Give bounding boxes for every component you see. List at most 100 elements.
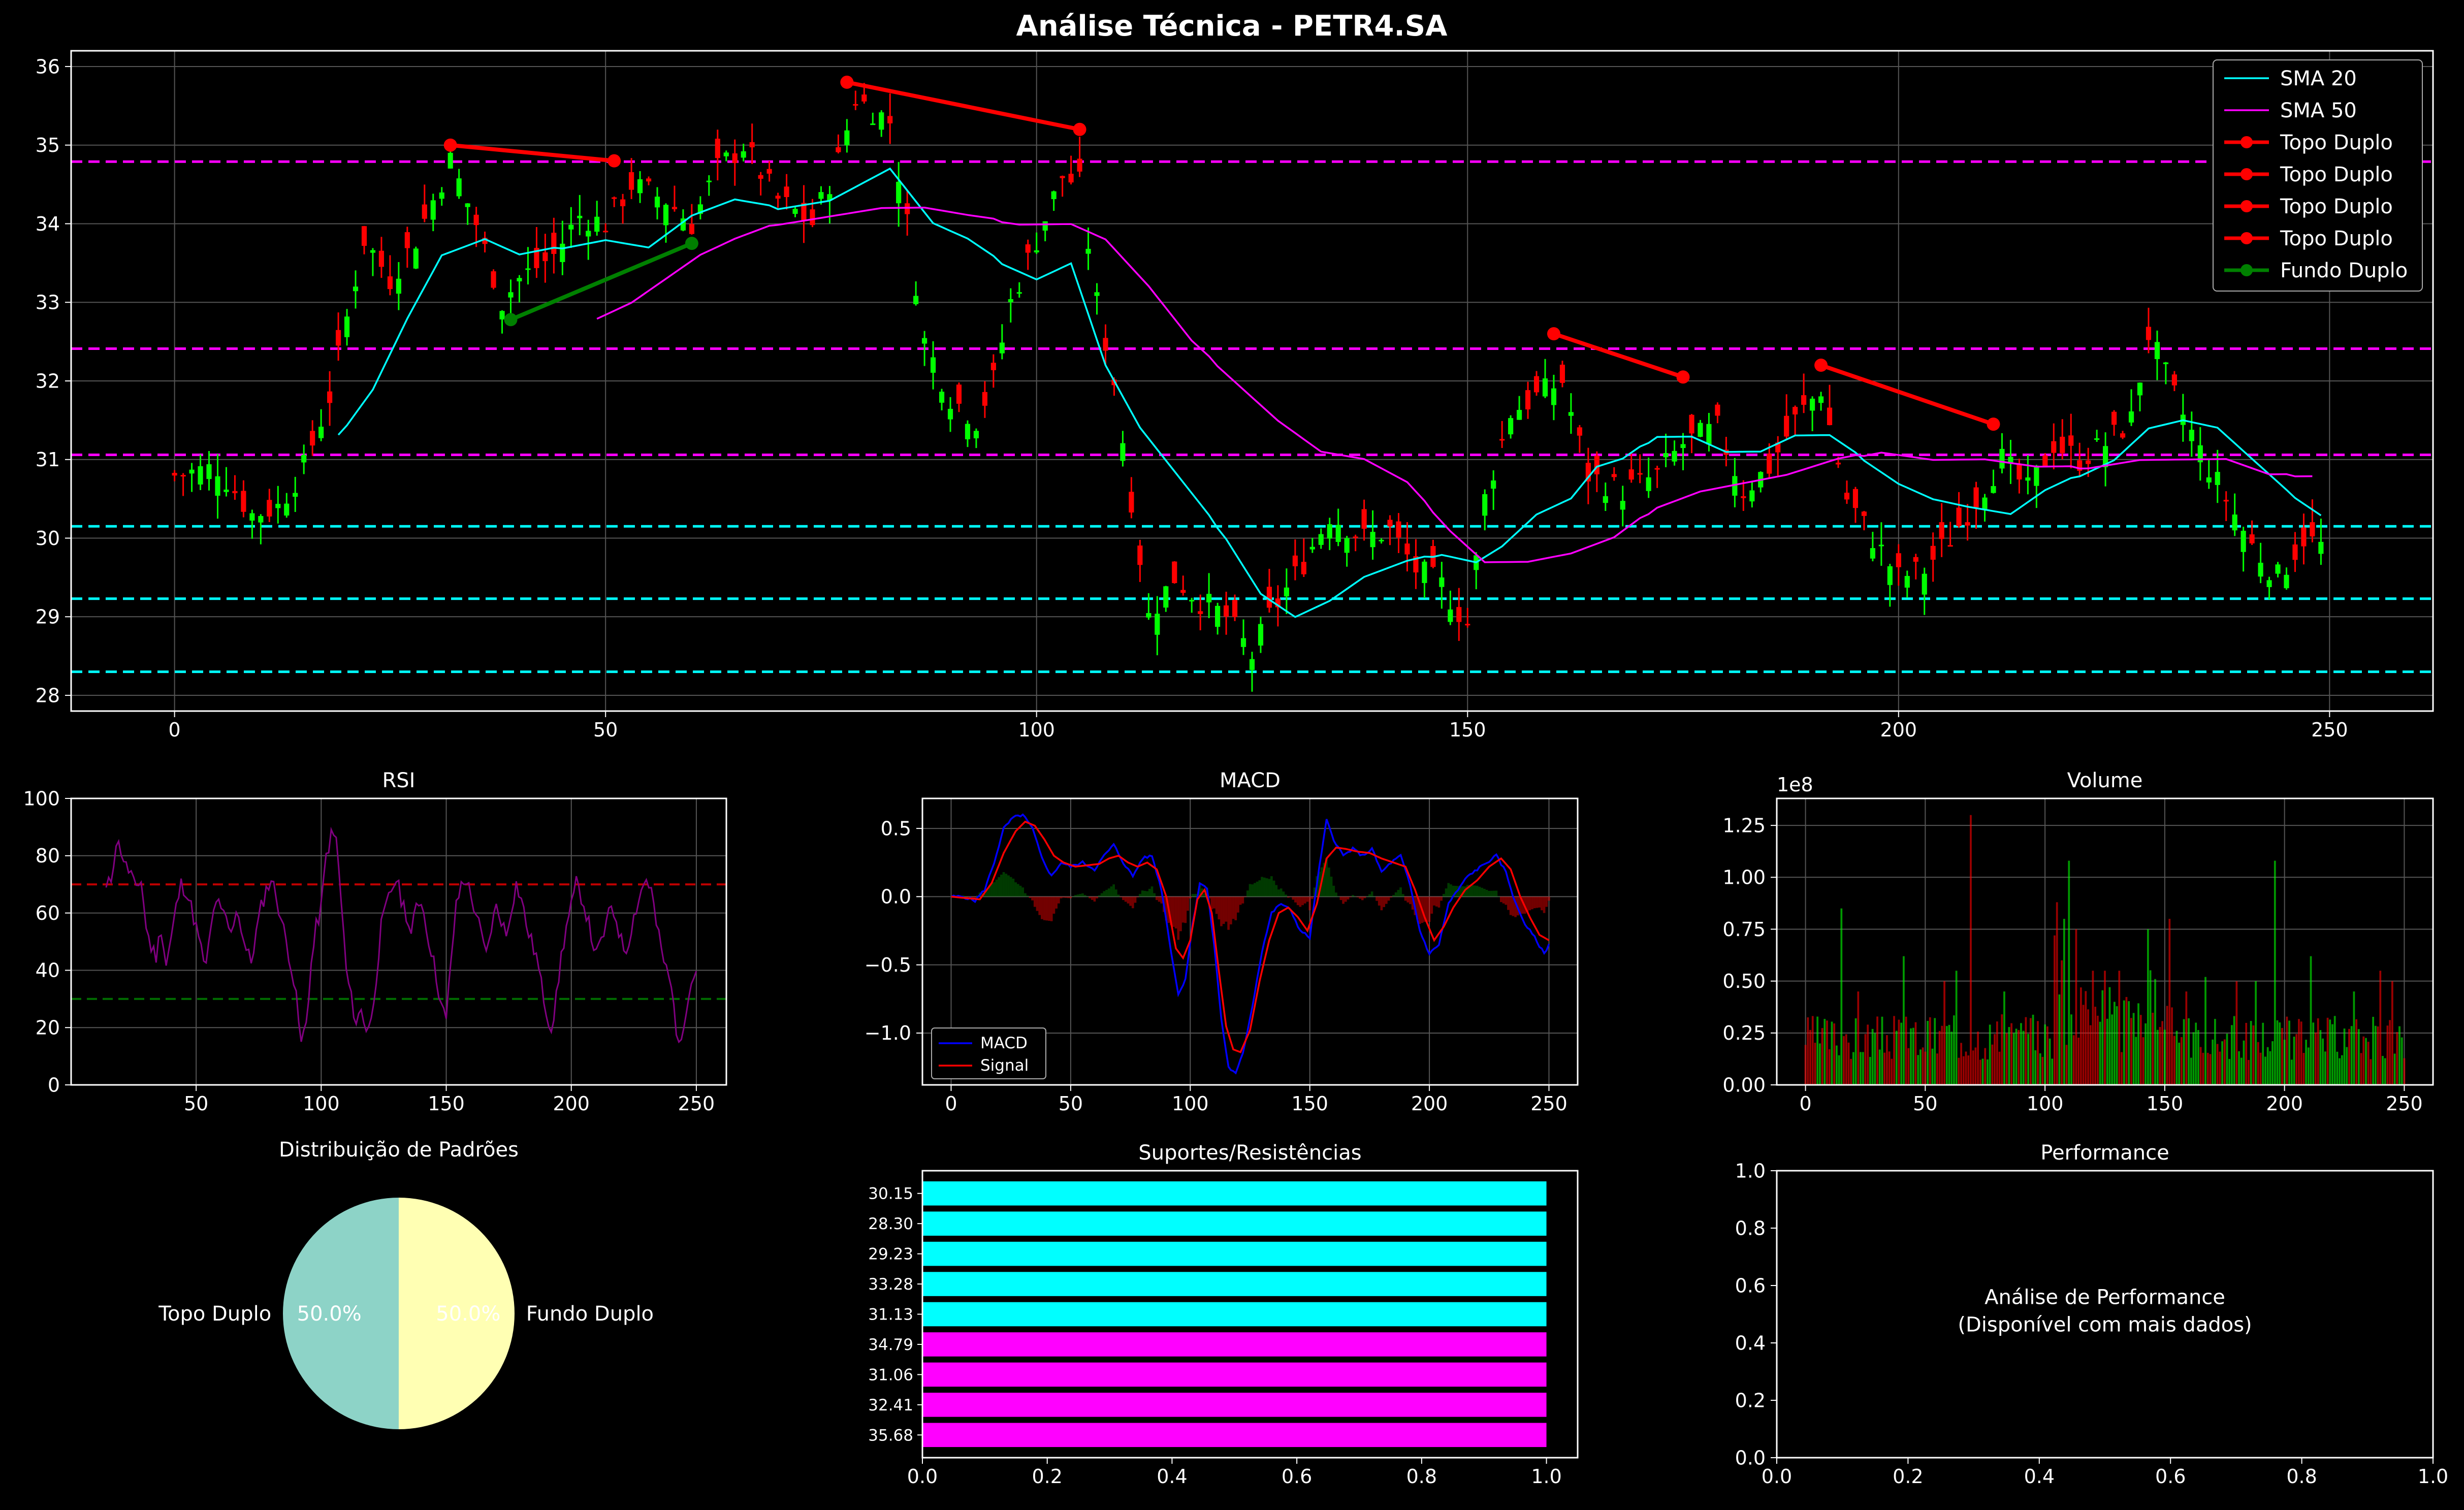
candle-body [1689, 414, 1694, 434]
macd-histogram-bar [1366, 896, 1369, 897]
volume-bar [2386, 1025, 2389, 1085]
candle-body [525, 268, 531, 270]
macd-histogram-bar [1239, 896, 1242, 905]
volume-bar [2357, 1029, 2360, 1085]
macd-histogram-bar [1241, 896, 1244, 904]
macd-histogram-bar [1096, 896, 1099, 898]
volume-bar [1821, 1028, 1823, 1085]
macd-histogram-bar [1220, 896, 1223, 926]
volume-bar [2027, 1034, 2029, 1085]
x-tick-label: 50 [1913, 1093, 1937, 1115]
macd-histogram-bar [1447, 883, 1450, 897]
volume-bar [1958, 1057, 1960, 1085]
volume-bar [2025, 1017, 2027, 1085]
candle-body [2284, 574, 2289, 589]
macd-histogram-bar [1289, 896, 1292, 897]
candle-body [370, 250, 376, 253]
macd-histogram-bar [1114, 889, 1117, 897]
x-tick-label: 200 [553, 1093, 590, 1115]
macd-histogram-bar [1468, 885, 1471, 897]
volume-bar [2329, 1019, 2331, 1085]
x-tick-label: 50 [1059, 1093, 1083, 1115]
candle-body [215, 476, 220, 496]
candle-body [732, 153, 738, 164]
volume-bar [1917, 1055, 1919, 1085]
candle-body [1042, 221, 1048, 231]
candle-body [1741, 496, 1746, 498]
macd-histogram-bar [1481, 887, 1484, 897]
volume-panel: 0 50 100 150 200 250 0.00 0.25 0.50 0.75 1.00 1.25 V… [1722, 769, 2434, 1115]
macd-histogram-bar [1502, 896, 1505, 904]
candle-body [2077, 460, 2083, 471]
volume-bar [2175, 1031, 2178, 1085]
sma50-line [596, 206, 2313, 563]
candle-body [2310, 522, 2315, 537]
macd-histogram-bar [1174, 896, 1177, 929]
sr-bar [922, 1332, 1547, 1357]
candle-body [1715, 404, 1720, 416]
candle-body [689, 224, 694, 234]
candle-body [2215, 472, 2220, 485]
macd-histogram-bar [1112, 884, 1115, 897]
candle-body [1922, 573, 1927, 595]
volume-bar [1900, 1022, 1903, 1085]
candle-body [387, 276, 393, 290]
candle-body [1732, 476, 1738, 496]
macd-histogram-bar [1083, 895, 1086, 897]
volume-bar [2171, 1007, 2173, 1085]
macd-histogram-bar [1029, 896, 1032, 898]
volume-bar [2235, 981, 2238, 1085]
candle-body [1422, 561, 1427, 583]
candle-body [861, 94, 867, 102]
x-tick-label: 250 [2311, 719, 2348, 741]
candle-body [853, 104, 858, 106]
candle-body [775, 196, 781, 199]
macd-histogram-bar [1342, 896, 1345, 904]
candle-body [2103, 446, 2108, 467]
macd-histogram-bar [1466, 885, 1469, 897]
x-tick-label: 100 [303, 1093, 340, 1115]
candle-body [1620, 501, 1625, 510]
macd-histogram-bar [1363, 896, 1366, 898]
volume-bar [2290, 1059, 2293, 1085]
candle-body [1767, 454, 1772, 474]
macd-histogram-bar [1352, 895, 1354, 897]
macd-histogram-bar [1347, 896, 1350, 900]
candle-body [1698, 423, 1703, 437]
macd-histogram-bar [1026, 895, 1029, 897]
volume-bar [2003, 991, 2005, 1085]
fundo-duplo-marker [685, 237, 698, 250]
volume-bar [2216, 1044, 2219, 1085]
macd-histogram-bar [1428, 896, 1431, 922]
volume-bar [2075, 929, 2077, 1085]
macd-histogram-bar [1313, 887, 1316, 897]
volume-bar [1979, 1059, 1981, 1085]
macd-histogram-bar [1337, 896, 1340, 897]
candle-body [1008, 299, 1013, 302]
macd-histogram-bar [1103, 891, 1106, 897]
candle-body [879, 112, 884, 130]
macd-histogram-bar [1215, 896, 1218, 914]
volume-bar [1994, 1034, 1996, 1085]
macd-histogram-bar [1265, 878, 1268, 897]
macd-histogram-bar [974, 896, 976, 898]
x-tick-label: 0.6 [1282, 1465, 1312, 1488]
macd-histogram-bar [1031, 896, 1034, 901]
candle-body [654, 197, 660, 208]
candle-body [956, 384, 962, 404]
macd-histogram-bar [1062, 896, 1065, 898]
volume-bar [2274, 860, 2276, 1085]
macd-histogram-bar [1459, 886, 1462, 897]
macd-histogram-bar [988, 886, 991, 897]
y-tick-label: 28 [36, 684, 60, 706]
volume-bar [2362, 1036, 2365, 1085]
volume-bar [1874, 1033, 1876, 1085]
volume-bar [1996, 1021, 1998, 1085]
y-tick-label: 40 [36, 959, 60, 982]
volume-bar [2319, 1030, 2322, 1085]
candle-body [473, 214, 479, 226]
candle-body [2189, 430, 2194, 441]
macd-histogram-bar [1488, 890, 1491, 897]
